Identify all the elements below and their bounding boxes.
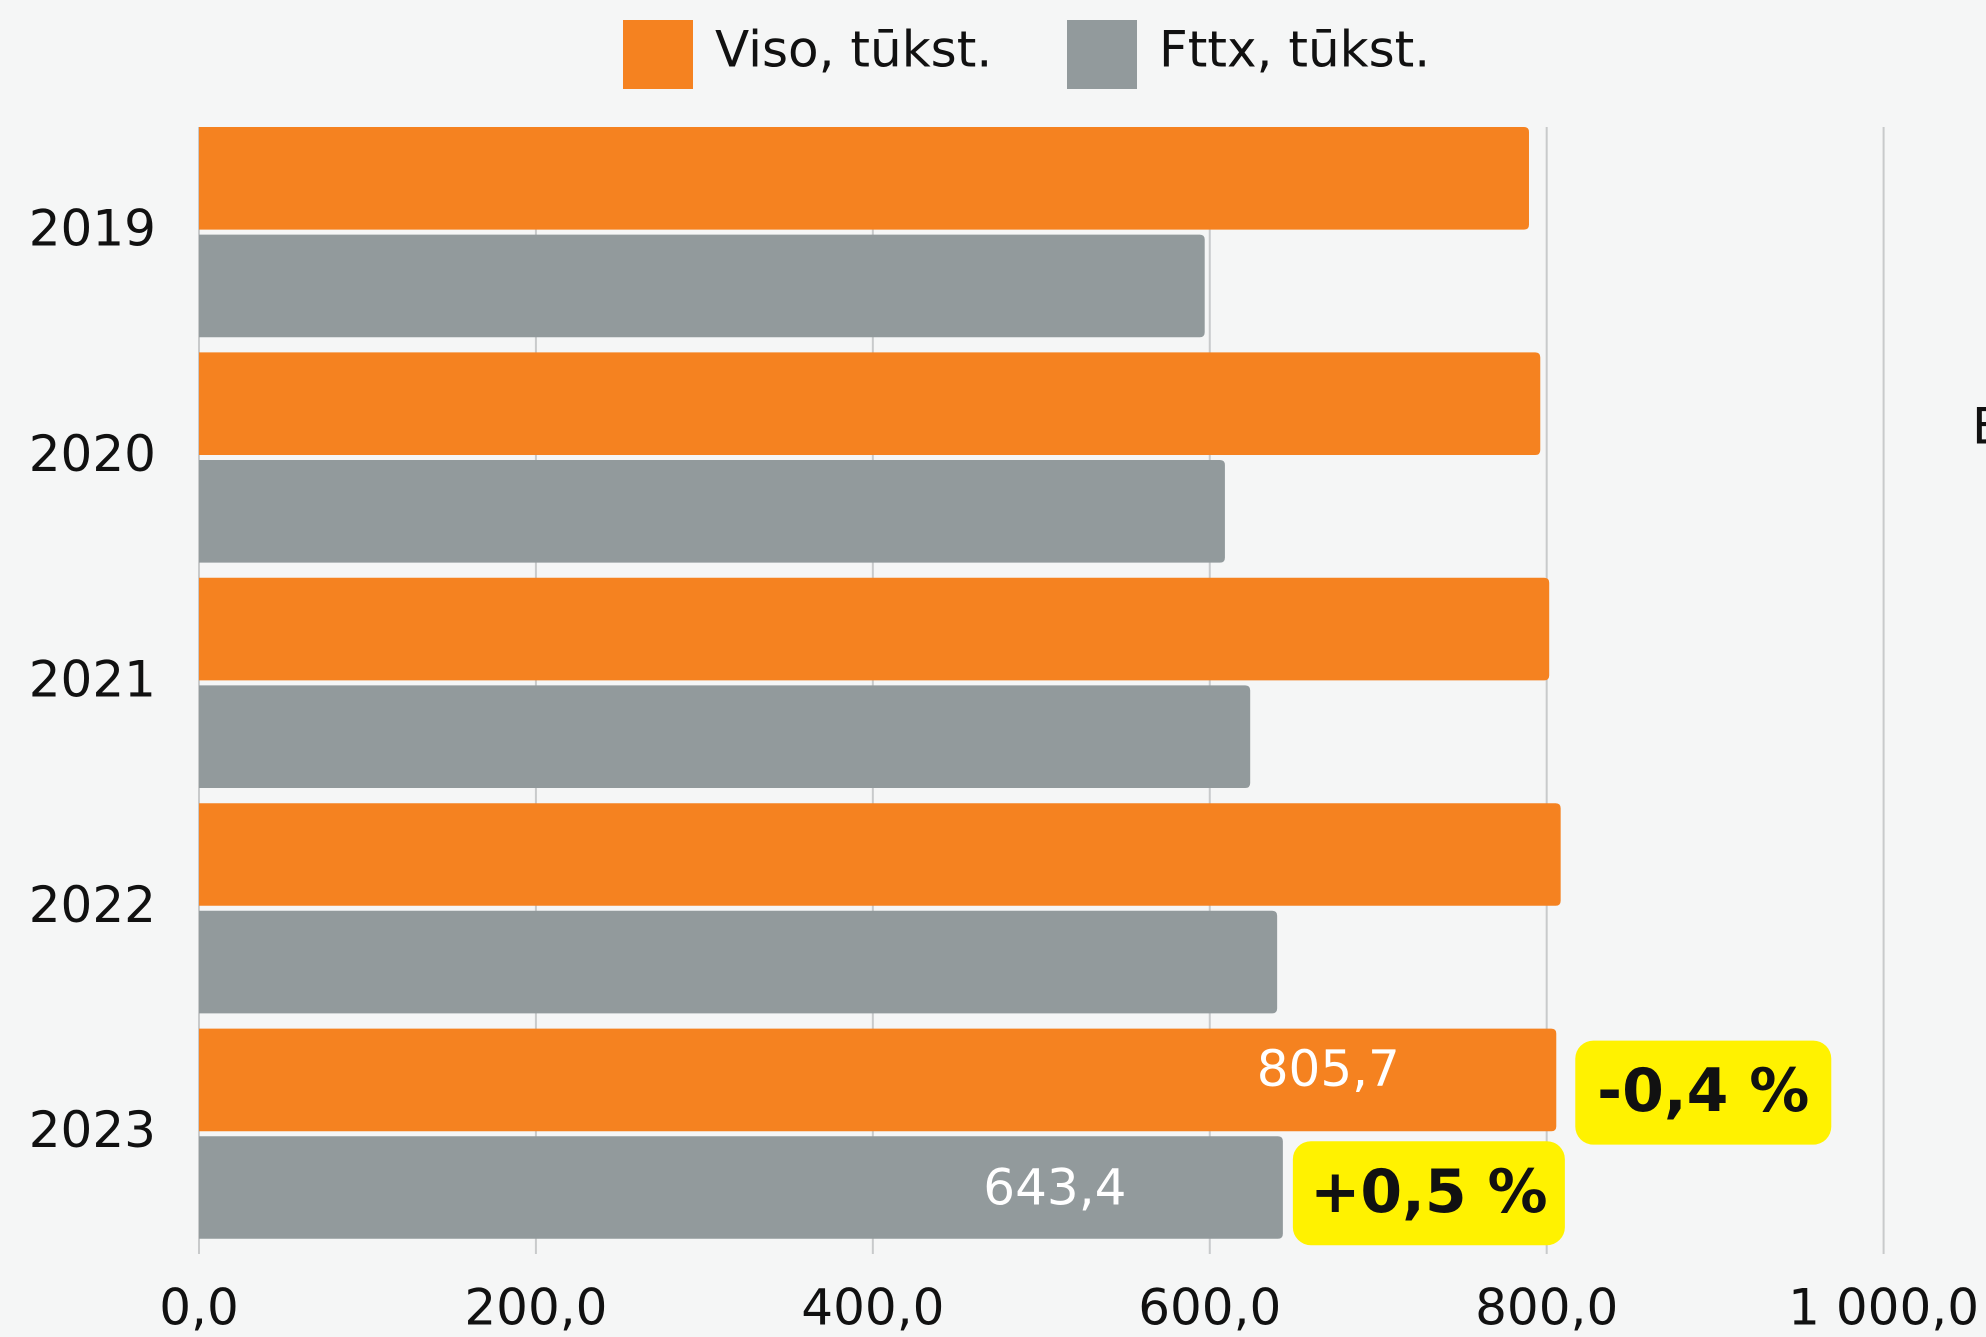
legend-label: Fttx, tūkst. bbox=[1159, 21, 1430, 79]
bar bbox=[199, 234, 1205, 338]
bar bbox=[199, 1028, 1557, 1132]
bar bbox=[199, 127, 1529, 230]
bar bbox=[199, 685, 1251, 788]
y-tick-label: 2020 bbox=[29, 425, 156, 483]
x-tick-label: 600,0 bbox=[1138, 1279, 1281, 1337]
legend-swatch bbox=[623, 20, 693, 89]
x-tick-label: 0,0 bbox=[159, 1279, 239, 1337]
x-tick-label: 800,0 bbox=[1475, 1279, 1618, 1337]
legend-swatch bbox=[1067, 20, 1137, 89]
value-label: 805,7 bbox=[1257, 1040, 1400, 1098]
bar bbox=[199, 577, 1550, 681]
annotation: -0,4 % bbox=[1597, 1056, 1809, 1126]
bar bbox=[199, 910, 1278, 1014]
bar bbox=[199, 352, 1541, 455]
bar bbox=[199, 1136, 1283, 1239]
bar bbox=[199, 803, 1561, 906]
y-tick-label: 2019 bbox=[29, 200, 156, 258]
annotation: +0,5 % bbox=[1310, 1157, 1548, 1227]
y-tick-label: 2023 bbox=[29, 1101, 156, 1159]
x-tick-label: 400,0 bbox=[801, 1279, 944, 1337]
y-tick-label: 2021 bbox=[29, 650, 156, 708]
legend-label: Viso, tūkst. bbox=[715, 21, 992, 79]
value-label: 643,4 bbox=[983, 1159, 1126, 1217]
x-tick-label: 200,0 bbox=[464, 1279, 607, 1337]
y-tick-label: 2022 bbox=[29, 876, 156, 934]
bar bbox=[199, 460, 1225, 563]
x-tick-label: 1 000,0 bbox=[1788, 1279, 1979, 1337]
annotation-box bbox=[1575, 1040, 1832, 1145]
annotation-box bbox=[1292, 1141, 1565, 1246]
cropped-text: E bbox=[1972, 398, 1986, 456]
